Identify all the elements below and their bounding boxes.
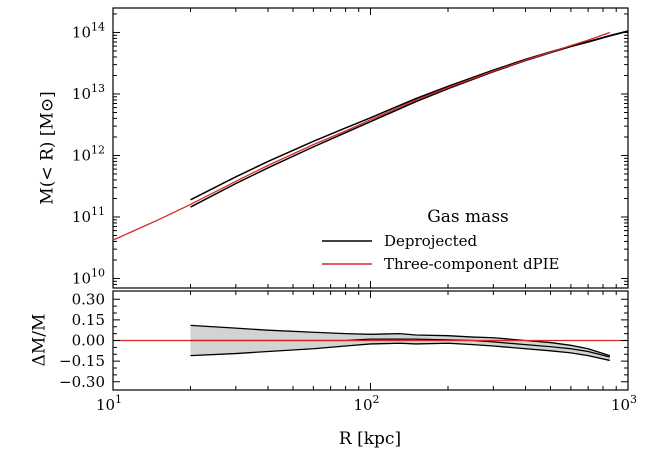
y-tick-label-bottom-1: 0.15	[72, 311, 105, 329]
y-tick-label-bottom-3: −0.15	[59, 352, 105, 370]
x-tick-label-1: 102	[353, 393, 379, 414]
bottom-y-axis-title: ΔM/M	[30, 314, 50, 367]
y-tick-label-bottom-4: −0.30	[59, 373, 105, 391]
top-panel-frame	[112, 7, 629, 289]
series-line-dpie	[113, 31, 611, 241]
y-tick-label-bottom-0: 0.30	[72, 290, 105, 308]
y-tick-label-top-0: 1010	[72, 266, 105, 287]
bottom-panel-plot-area	[113, 324, 628, 362]
top-panel-plot-area	[113, 30, 628, 241]
top-y-axis-title: M(< R) [M⊙]	[38, 91, 58, 204]
series-line-deprojected-lower	[190, 30, 628, 208]
y-tick-label-top-4: 1014	[72, 20, 105, 41]
residual-band-lower-edge	[190, 342, 610, 362]
series-line-deprojected-upper	[190, 30, 628, 201]
top-panel-ticks: 1010 1011 1012 1013 1014	[72, 8, 629, 289]
legend: Gas mass Deprojected Three-component dPI…	[322, 207, 560, 273]
y-tick-label-top-3: 1013	[72, 82, 105, 103]
legend-title: Gas mass	[427, 207, 509, 227]
x-tick-label-2: 103	[611, 393, 637, 414]
bottom-y-axis-title-text: ΔM/M	[30, 314, 50, 367]
y-tick-label-bottom-2: 0.00	[72, 332, 105, 350]
x-axis-title: R [kpc]	[339, 429, 401, 449]
y-tick-label-top-2: 1012	[72, 143, 105, 164]
residual-band-upper-edge	[190, 324, 611, 357]
top-y-axis-title-text: M(< R) [M⊙]	[38, 91, 58, 204]
x-tick-label-0: 101	[96, 393, 122, 414]
y-tick-label-top-1: 1011	[72, 205, 105, 226]
legend-label-deprojected: Deprojected	[384, 232, 478, 250]
bottom-panel-ticks: 101 102 103 0.30 0.15 0.00 −0.15 −0.30	[59, 290, 637, 414]
legend-label-dpie: Three-component dPIE	[384, 255, 560, 273]
